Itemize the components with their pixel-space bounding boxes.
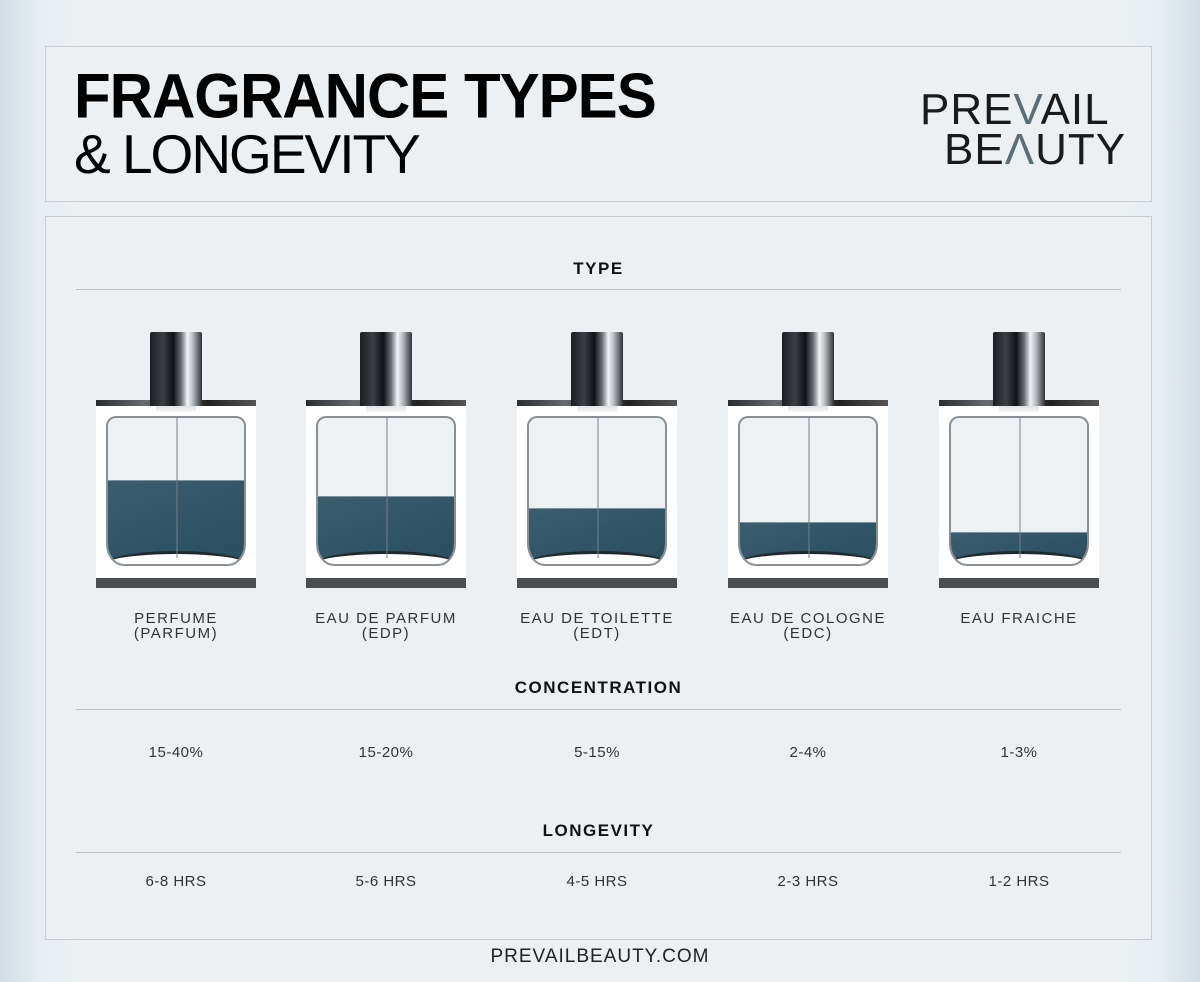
bottle-neck <box>999 404 1039 412</box>
fragrance-type-label: PERFUME (PARFUM) <box>71 611 281 641</box>
concentration-value: 15-20% <box>358 744 414 761</box>
longevity-value: 4-5 HRS <box>566 873 628 890</box>
dip-tube <box>597 418 599 558</box>
type-name: EAU DE TOILETTE <box>520 610 674 627</box>
bottle-base <box>96 578 256 588</box>
footer-url: PREVAILBEAUTY.COM <box>490 946 710 967</box>
type-name: PERFUME <box>134 610 218 627</box>
perfume-bottle-icon <box>939 332 1099 594</box>
type-name: EAU FRAICHE <box>960 610 1078 627</box>
fragrance-type-label: EAU DE COLOGNE (EDC) <box>703 611 913 641</box>
page-title: FRAGRANCE TYPES <box>74 60 657 132</box>
type-heading: TYPE <box>573 259 624 278</box>
bottle-base <box>728 578 888 588</box>
comparison-panel: TYPE PERFUME (PARFUM) 15-40% 6-8 HRS EAU DE … <box>45 216 1152 940</box>
perfume-bottle-icon <box>96 332 256 594</box>
longevity-value: 5-6 HRS <box>355 873 417 890</box>
fragrance-type-label: EAU FRAICHE <box>914 611 1124 626</box>
longevity-value: 2-3 HRS <box>777 873 839 890</box>
dip-tube <box>808 418 810 558</box>
fragrance-type-label: EAU DE PARFUM (EDP) <box>281 611 491 641</box>
bottle-inner <box>738 416 878 566</box>
longevity-value: 6-8 HRS <box>145 873 207 890</box>
longevity-value: 1-2 HRS <box>988 873 1050 890</box>
bottle-glass <box>728 406 888 578</box>
bottle-neck <box>577 404 617 412</box>
type-abbr: (EDC) <box>783 625 833 642</box>
bottle-glass <box>96 406 256 578</box>
type-abbr: (EDT) <box>573 625 621 642</box>
dip-tube <box>1019 418 1021 558</box>
bottle-glass <box>517 406 677 578</box>
bottle-cap <box>993 332 1045 406</box>
type-name: EAU DE COLOGNE <box>729 610 887 627</box>
page-subtitle: & LONGEVITY <box>74 123 421 185</box>
longevity-heading: LONGEVITY <box>542 821 655 840</box>
type-name: EAU DE PARFUM <box>315 610 457 627</box>
bottle-neck <box>156 404 196 412</box>
type-abbr: (PARFUM) <box>133 625 219 642</box>
concentration-value: 2-4% <box>789 744 827 761</box>
bottle-base <box>517 578 677 588</box>
bottle-inner <box>316 416 456 566</box>
bottle-cap <box>360 332 412 406</box>
type-rule <box>76 289 1121 290</box>
logo-line-2: BEΛUTY <box>944 125 1127 174</box>
logo-line-1: PREVAIL <box>920 85 1110 134</box>
concentration-value: 15-40% <box>148 744 204 761</box>
bottle-cap <box>571 332 623 406</box>
bottle-glass <box>939 406 1099 578</box>
bottle-neck <box>366 404 406 412</box>
dip-tube <box>176 418 178 558</box>
brand-logo: PREVAIL BEΛUTY <box>920 85 1127 174</box>
header-panel: FRAGRANCE TYPES & LONGEVITY PREVAIL BEΛU… <box>45 46 1152 202</box>
bottle-inner <box>949 416 1089 566</box>
type-abbr: (EDP) <box>361 625 411 642</box>
bottle-inner <box>106 416 246 566</box>
longevity-rule <box>76 852 1121 853</box>
perfume-bottle-icon <box>517 332 677 594</box>
concentration-value: 1-3% <box>1000 744 1038 761</box>
perfume-bottle-icon <box>728 332 888 594</box>
concentration-value: 5-15% <box>574 744 620 761</box>
concentration-heading: CONCENTRATION <box>514 678 683 697</box>
bottle-base <box>939 578 1099 588</box>
concentration-rule <box>76 709 1121 710</box>
perfume-bottle-icon <box>306 332 466 594</box>
bottle-base <box>306 578 466 588</box>
bottle-neck <box>788 404 828 412</box>
bottle-inner <box>527 416 667 566</box>
bottle-cap <box>150 332 202 406</box>
fragrance-type-label: EAU DE TOILETTE (EDT) <box>492 611 702 641</box>
dip-tube <box>386 418 388 558</box>
bottle-glass <box>306 406 466 578</box>
bottle-cap <box>782 332 834 406</box>
